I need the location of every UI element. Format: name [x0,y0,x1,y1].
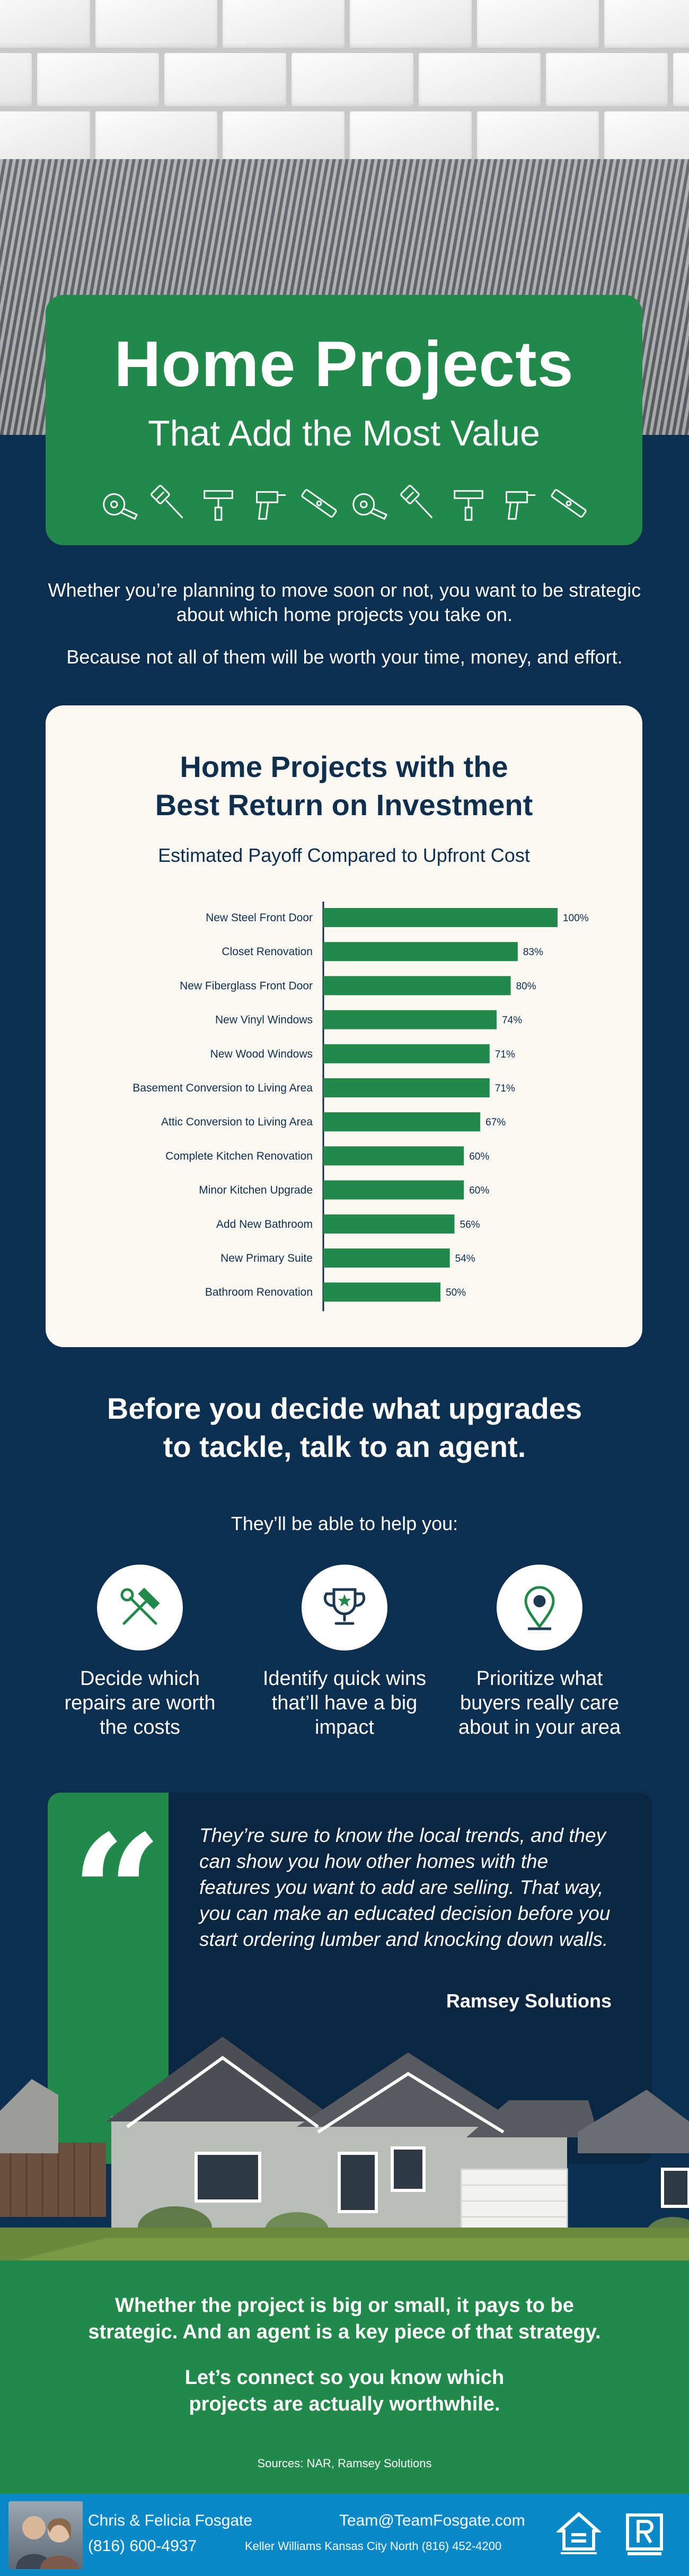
benefit-icon-circle [497,1565,582,1651]
chart-bar [323,908,558,927]
agent-heading: Before you decide what upgrades to tackl… [107,1392,582,1463]
agent-footer: Chris & Felicia Fosgate (816) 600-4937 T… [0,2494,689,2576]
agent-subheading: They’ll be able to help you: [231,1513,458,1534]
chart-title: Home Projects with the Best Return on In… [155,750,533,822]
chart-value-label: 74% [502,1015,522,1026]
chart-category-label: New Steel Front Door [206,912,313,924]
chart-bar [323,1282,440,1302]
chart-bar [323,1010,497,1029]
intro-text: Whether you’re planning to move soon or … [48,579,641,625]
benefit-icon-circle [97,1565,183,1651]
chart-category-label: Basement Conversion to Living Area [132,1082,313,1094]
chart-value-label: 80% [516,981,536,992]
level-icon [551,489,587,518]
page-subtitle: That Add the Most Value [148,413,540,453]
chart-value-label: 71% [495,1083,515,1094]
agent-email-link[interactable]: Team@TeamFosgate.com [339,2512,525,2529]
trowel-icon [204,490,234,521]
chart-card: Home Projects with the Best Return on In… [46,705,642,1347]
chart-value-label: 67% [485,1117,506,1128]
chart-category-label: Add New Bathroom [216,1218,313,1230]
benefit-label: Identify quick wins that’ll have a big i… [262,1667,427,1739]
chart-value-label: 100% [563,913,589,924]
benefit-label: Decide which repairs are worth the costs [64,1667,216,1739]
drill-icon [505,491,535,520]
chart-value-label: 60% [469,1185,489,1197]
chart-bar [323,976,511,996]
closing-line-1: Whether the project is big or small, it … [88,2294,601,2343]
level-icon [301,489,337,518]
chart-value-label: 71% [495,1049,515,1060]
chart-category-label: Closet Renovation [222,946,313,958]
closing-section: Whether the project is big or small, it … [0,2260,689,2494]
chart-value-label: 60% [469,1151,489,1162]
chart-bar [323,942,518,962]
chart-bar [323,1146,464,1166]
closing-line-2: Let’s connect so you know which projects… [184,2367,505,2415]
quote-text: They’re sure to know the local trends, a… [199,1824,611,1950]
sources-note: Sources: NAR, Ramsey Solutions [257,2457,432,2470]
chart-subtitle: Estimated Payoff Compared to Upfront Cos… [158,844,530,866]
agent-photo-silhouettes [16,2516,78,2569]
agent-phone-link[interactable]: (816) 600-4937 [88,2537,197,2555]
chart-category-label: Bathroom Renovation [205,1286,313,1298]
benefit-quick-wins: Identify quick wins that’ll have a big i… [254,1565,435,1740]
location-pin-icon [524,1586,555,1630]
benefit-prioritize: Prioritize what buyers really care about… [449,1565,630,1740]
roi-bar-chart: New Steel Front Door 100% Closet Renovatio… [132,902,589,1312]
hammer-wrench-icon [120,1587,160,1625]
intro-text-2: Because not all of them will be worth yo… [66,646,623,668]
chart-category-label: Attic Conversion to Living Area [161,1116,313,1128]
chart-value-label: 50% [446,1287,466,1298]
trowel-icon [453,490,483,521]
quote-source: Ramsey Solutions [446,1990,612,2012]
agent-name: Chris & Felicia Fosgate [88,2512,253,2529]
equal-housing-logo [556,2511,601,2554]
page-title: Home Projects [114,328,574,400]
agent-office: Keller Williams Kansas City North (816) … [245,2539,502,2553]
chart-bar [323,1044,490,1063]
chart-bar [323,1248,450,1268]
chart-value-label: 83% [523,947,543,958]
paint-brush-icon [400,485,433,519]
house-photo [0,2037,689,2265]
realtor-logo [626,2513,663,2555]
title-card: Home Projects That Add the Most Value [46,295,642,545]
drill-icon [255,491,286,520]
quote-mark-icon: “ [71,1800,163,1987]
tool-icon-row [99,483,589,526]
measuring-tape-icon [103,493,138,520]
chart-category-label: New Primary Suite [220,1252,313,1264]
tile-wall-background [0,0,689,164]
chart-value-label: 56% [460,1219,480,1230]
benefit-repairs: Decide which repairs are worth the costs [50,1565,230,1740]
chart-bar [323,1214,455,1234]
benefit-label: Prioritize what buyers really care about… [458,1667,621,1739]
chart-bar [323,1180,464,1200]
measuring-tape-icon [352,493,388,520]
chart-category-label: New Fiberglass Front Door [180,980,313,992]
paint-brush-icon [151,485,183,519]
benefit-icon-circle [302,1565,387,1651]
chart-bar [323,1112,481,1132]
chart-value-label: 54% [455,1253,475,1264]
chart-bar [323,1078,490,1097]
chart-category-label: Minor Kitchen Upgrade [199,1184,313,1197]
chart-category-label: New Wood Windows [210,1048,313,1060]
agent-photo [8,2501,83,2569]
chart-category-label: Complete Kitchen Renovation [165,1150,313,1162]
trophy-icon [323,1588,366,1625]
chart-category-label: New Vinyl Windows [215,1014,313,1026]
